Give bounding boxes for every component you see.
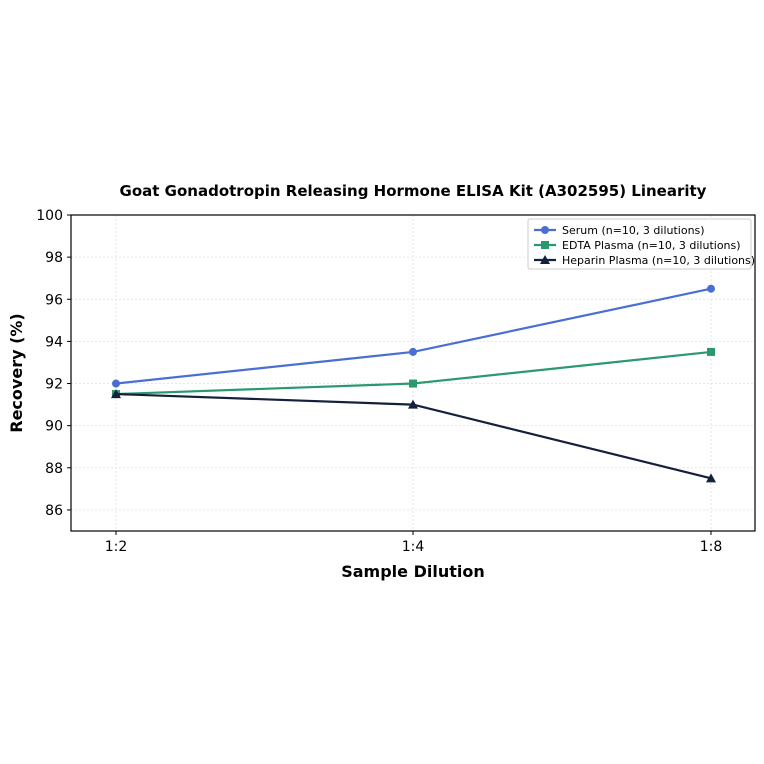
legend-item: Heparin Plasma (n=10, 3 dilutions) bbox=[534, 254, 755, 267]
y-tick-label: 92 bbox=[45, 377, 63, 393]
legend-label: EDTA Plasma (n=10, 3 dilutions) bbox=[562, 239, 741, 252]
data-point-circle bbox=[707, 284, 715, 293]
legend-marker bbox=[541, 241, 549, 249]
chart-title: Goat Gonadotropin Releasing Hormone ELIS… bbox=[120, 182, 707, 200]
x-tick-label: 1:8 bbox=[700, 539, 723, 555]
series-3 bbox=[111, 389, 716, 483]
x-axis-label: Sample Dilution bbox=[341, 562, 485, 581]
y-tick-label: 100 bbox=[36, 208, 63, 224]
legend-marker bbox=[541, 226, 549, 234]
y-tick-label: 96 bbox=[45, 292, 63, 308]
data-point-square bbox=[409, 379, 417, 388]
legend-item: Serum (n=10, 3 dilutions) bbox=[534, 224, 705, 237]
grid bbox=[71, 214, 755, 531]
data-point-circle bbox=[409, 347, 417, 356]
data-point-circle bbox=[112, 379, 120, 388]
data-point-triangle bbox=[111, 389, 121, 399]
data-point-square bbox=[707, 347, 715, 356]
data-point-triangle bbox=[706, 473, 716, 483]
y-tick-label: 98 bbox=[45, 250, 63, 266]
y-tick-label: 88 bbox=[45, 461, 63, 477]
legend: Serum (n=10, 3 dilutions) EDTA Plasma (n=… bbox=[527, 218, 755, 270]
series-layer bbox=[111, 284, 716, 483]
x-tick-label: 1:4 bbox=[402, 539, 425, 555]
axis-ticks: 86 88 90 92 94 96 98 100 1:2 1:4 1:8 bbox=[36, 208, 722, 555]
legend-item: EDTA Plasma (n=10, 3 dilutions) bbox=[534, 239, 741, 252]
legend-box bbox=[527, 218, 752, 270]
y-tick-label: 90 bbox=[45, 419, 63, 435]
data-point-triangle bbox=[408, 399, 418, 409]
legend-marker bbox=[540, 255, 550, 264]
legend-label: Heparin Plasma (n=10, 3 dilutions) bbox=[562, 254, 755, 267]
y-axis-label: Recovery (%) bbox=[7, 313, 26, 432]
series-1 bbox=[112, 284, 715, 388]
y-tick-label: 94 bbox=[45, 334, 63, 350]
x-tick-label: 1:2 bbox=[105, 539, 128, 555]
legend-label: Serum (n=10, 3 dilutions) bbox=[562, 224, 705, 237]
y-tick-label: 86 bbox=[45, 503, 63, 519]
